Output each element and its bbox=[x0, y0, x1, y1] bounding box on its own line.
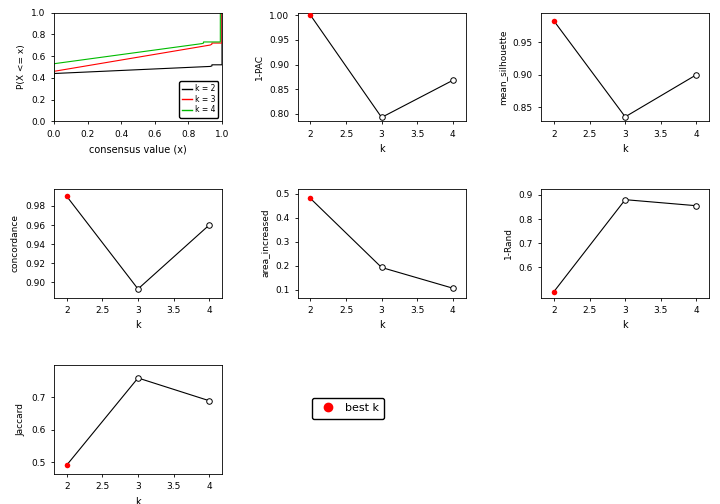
Y-axis label: P(X <= x): P(X <= x) bbox=[17, 45, 26, 89]
Legend: best k: best k bbox=[312, 398, 384, 419]
X-axis label: consensus value (x): consensus value (x) bbox=[89, 144, 187, 154]
X-axis label: k: k bbox=[135, 496, 141, 504]
X-axis label: k: k bbox=[379, 321, 384, 331]
Y-axis label: 1-PAC: 1-PAC bbox=[255, 54, 264, 80]
X-axis label: k: k bbox=[379, 144, 384, 154]
X-axis label: k: k bbox=[135, 321, 141, 331]
X-axis label: k: k bbox=[622, 321, 628, 331]
Y-axis label: Jaccard: Jaccard bbox=[17, 403, 26, 436]
Y-axis label: mean_silhouette: mean_silhouette bbox=[498, 29, 507, 105]
Y-axis label: area_increased: area_increased bbox=[261, 209, 269, 278]
X-axis label: k: k bbox=[622, 144, 628, 154]
Legend: k = 2, k = 3, k = 4: k = 2, k = 3, k = 4 bbox=[179, 81, 218, 117]
Y-axis label: 1-Rand: 1-Rand bbox=[504, 227, 513, 259]
Y-axis label: concordance: concordance bbox=[11, 214, 20, 272]
